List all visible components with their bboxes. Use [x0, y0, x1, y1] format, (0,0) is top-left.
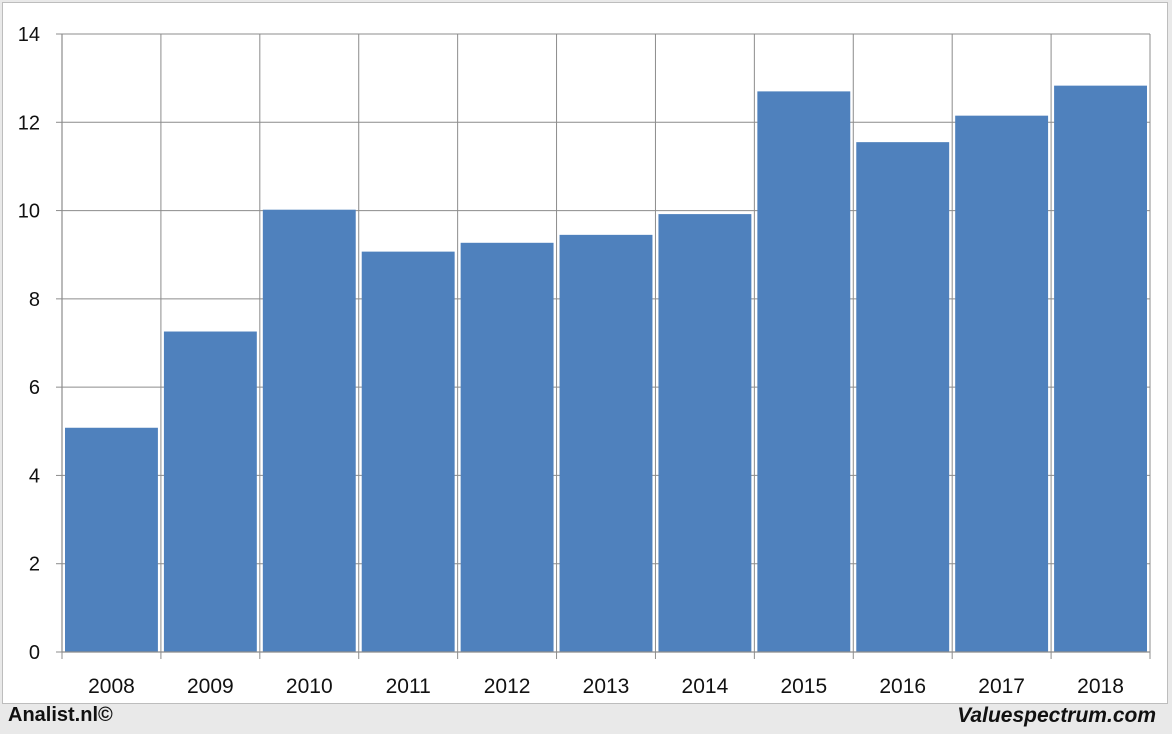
x-tick-label: 2018 — [1077, 675, 1124, 698]
x-tick-label: 2014 — [682, 675, 729, 698]
bar-2015 — [757, 91, 851, 652]
x-tick-label: 2009 — [187, 675, 234, 698]
y-tick-label: 2 — [29, 554, 40, 576]
y-tick-label: 6 — [29, 377, 40, 399]
y-tick-label: 4 — [29, 465, 40, 487]
y-tick-label: 0 — [29, 642, 40, 664]
bar-2013 — [559, 234, 653, 652]
x-tick-label: 2017 — [978, 675, 1025, 698]
bar-2011 — [361, 251, 455, 653]
site-credit: Valuespectrum.com — [957, 704, 1156, 727]
x-tick-label: 2015 — [780, 675, 827, 698]
source-credit: Analist.nl© — [8, 704, 113, 726]
bar-2010 — [262, 209, 356, 652]
bar-2017 — [955, 115, 1049, 652]
x-tick-label: 2008 — [88, 675, 135, 698]
y-tick-label: 14 — [18, 24, 40, 46]
x-tick-label: 2016 — [879, 675, 926, 698]
y-tick-label: 10 — [18, 201, 40, 223]
bar-2009 — [163, 331, 257, 652]
bar-2018 — [1054, 85, 1147, 652]
x-tick-label: 2011 — [386, 675, 431, 698]
y-tick-label: 12 — [18, 112, 40, 134]
bar-2012 — [460, 242, 554, 652]
x-tick-label: 2010 — [286, 675, 333, 698]
bar-2016 — [856, 142, 950, 652]
bar-2008 — [65, 427, 158, 652]
x-tick-label: 2012 — [484, 675, 531, 698]
bar-2014 — [658, 214, 752, 653]
x-tick-label: 2013 — [583, 675, 630, 698]
y-tick-label: 8 — [29, 289, 40, 311]
